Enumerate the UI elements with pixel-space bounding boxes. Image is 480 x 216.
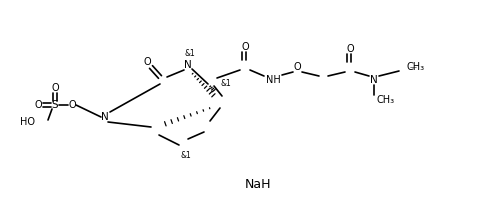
Text: &1: &1: [184, 49, 195, 59]
Text: &1: &1: [180, 151, 191, 159]
Text: N: N: [101, 112, 108, 122]
Text: NH: NH: [265, 75, 280, 85]
Text: —: —: [409, 64, 416, 70]
Text: O: O: [34, 100, 42, 110]
Text: N: N: [369, 75, 377, 85]
Text: S: S: [51, 100, 58, 110]
Text: HO: HO: [20, 117, 35, 127]
Text: NaH: NaH: [244, 178, 271, 192]
Text: O: O: [143, 57, 151, 67]
Text: O: O: [51, 83, 59, 93]
Text: CH₃: CH₃: [406, 62, 424, 72]
Text: O: O: [293, 62, 300, 72]
Text: N: N: [184, 60, 192, 70]
Text: O: O: [68, 100, 76, 110]
Text: CH₃: CH₃: [376, 95, 394, 105]
Text: O: O: [240, 42, 248, 52]
Text: O: O: [346, 44, 353, 54]
Text: &1: &1: [220, 78, 231, 87]
